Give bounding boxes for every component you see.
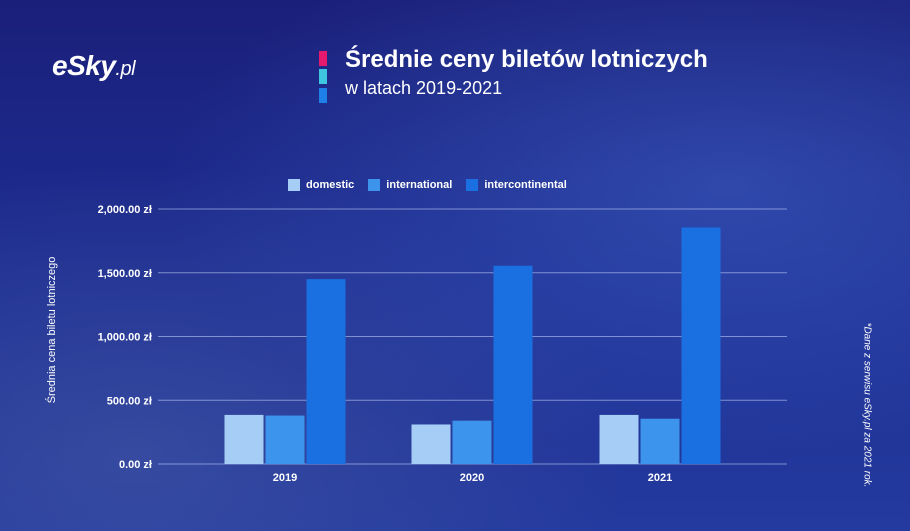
y-tick-label: 1,000.00 zł	[98, 332, 152, 344]
x-tick-label: 2019	[273, 472, 297, 484]
legend-item-domestic: domestic	[288, 179, 354, 191]
logo-suffix: .pl	[115, 58, 136, 80]
legend-item-international: international	[368, 179, 452, 191]
chart-subtitle: w latach 2019-2021	[345, 78, 503, 98]
x-tick-label: 2021	[648, 472, 672, 484]
legend-label-domestic: domestic	[306, 179, 355, 191]
legend-swatch-international	[368, 179, 381, 191]
legend-swatch-domestic	[288, 179, 300, 191]
x-tick-label: 2020	[460, 472, 484, 484]
bar-international-2020	[452, 420, 492, 464]
bar-domestic-2021	[599, 414, 639, 464]
bar-intercontinental-2020	[493, 265, 533, 464]
source-footnote: *Dane z serwisu eSky.pl za 2021 rok.	[861, 322, 873, 488]
legend-item-intercontinental: intercontinental	[466, 179, 567, 191]
bar-international-2019	[265, 415, 305, 464]
y-tick-label: 0.00 zł	[119, 459, 152, 471]
bar-domestic-2019	[224, 414, 264, 464]
chart-legend: domestic international intercontinental	[288, 177, 567, 193]
bar-intercontinental-2021	[681, 227, 721, 464]
y-tick-label: 2,000.00 zł	[98, 204, 152, 216]
legend-swatch-intercontinental	[466, 179, 479, 191]
accent-bar-pink	[319, 51, 327, 66]
bar-intercontinental-2019	[306, 279, 346, 464]
bar-domestic-2020	[411, 424, 451, 464]
chart-title: Średnie ceny biletów lotniczych	[345, 46, 708, 73]
accent-bar-cyan	[319, 69, 327, 84]
y-tick-label: 500.00 zł	[107, 395, 152, 407]
legend-label-international: international	[386, 179, 453, 191]
bar-international-2021	[640, 418, 680, 464]
legend-label-intercontinental: intercontinental	[484, 179, 567, 191]
y-tick-label: 1,500.00 zł	[98, 268, 152, 280]
esky-logo[interactable]: eSky.pl	[52, 50, 136, 82]
accent-bar-blue	[319, 88, 327, 103]
logo-text: eSky	[52, 50, 116, 81]
